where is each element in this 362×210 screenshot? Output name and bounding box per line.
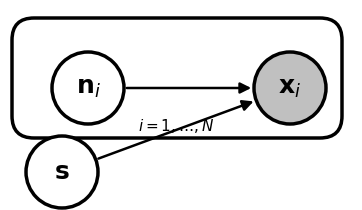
Circle shape [52,52,124,124]
Circle shape [254,52,326,124]
Text: $\mathbf{n}_i$: $\mathbf{n}_i$ [76,76,100,100]
Circle shape [26,136,98,208]
Text: $\mathbf{s}$: $\mathbf{s}$ [54,160,70,184]
Text: $i = 1, \ldots, N$: $i = 1, \ldots, N$ [138,117,215,135]
Text: $\mathbf{x}_i$: $\mathbf{x}_i$ [278,76,302,100]
